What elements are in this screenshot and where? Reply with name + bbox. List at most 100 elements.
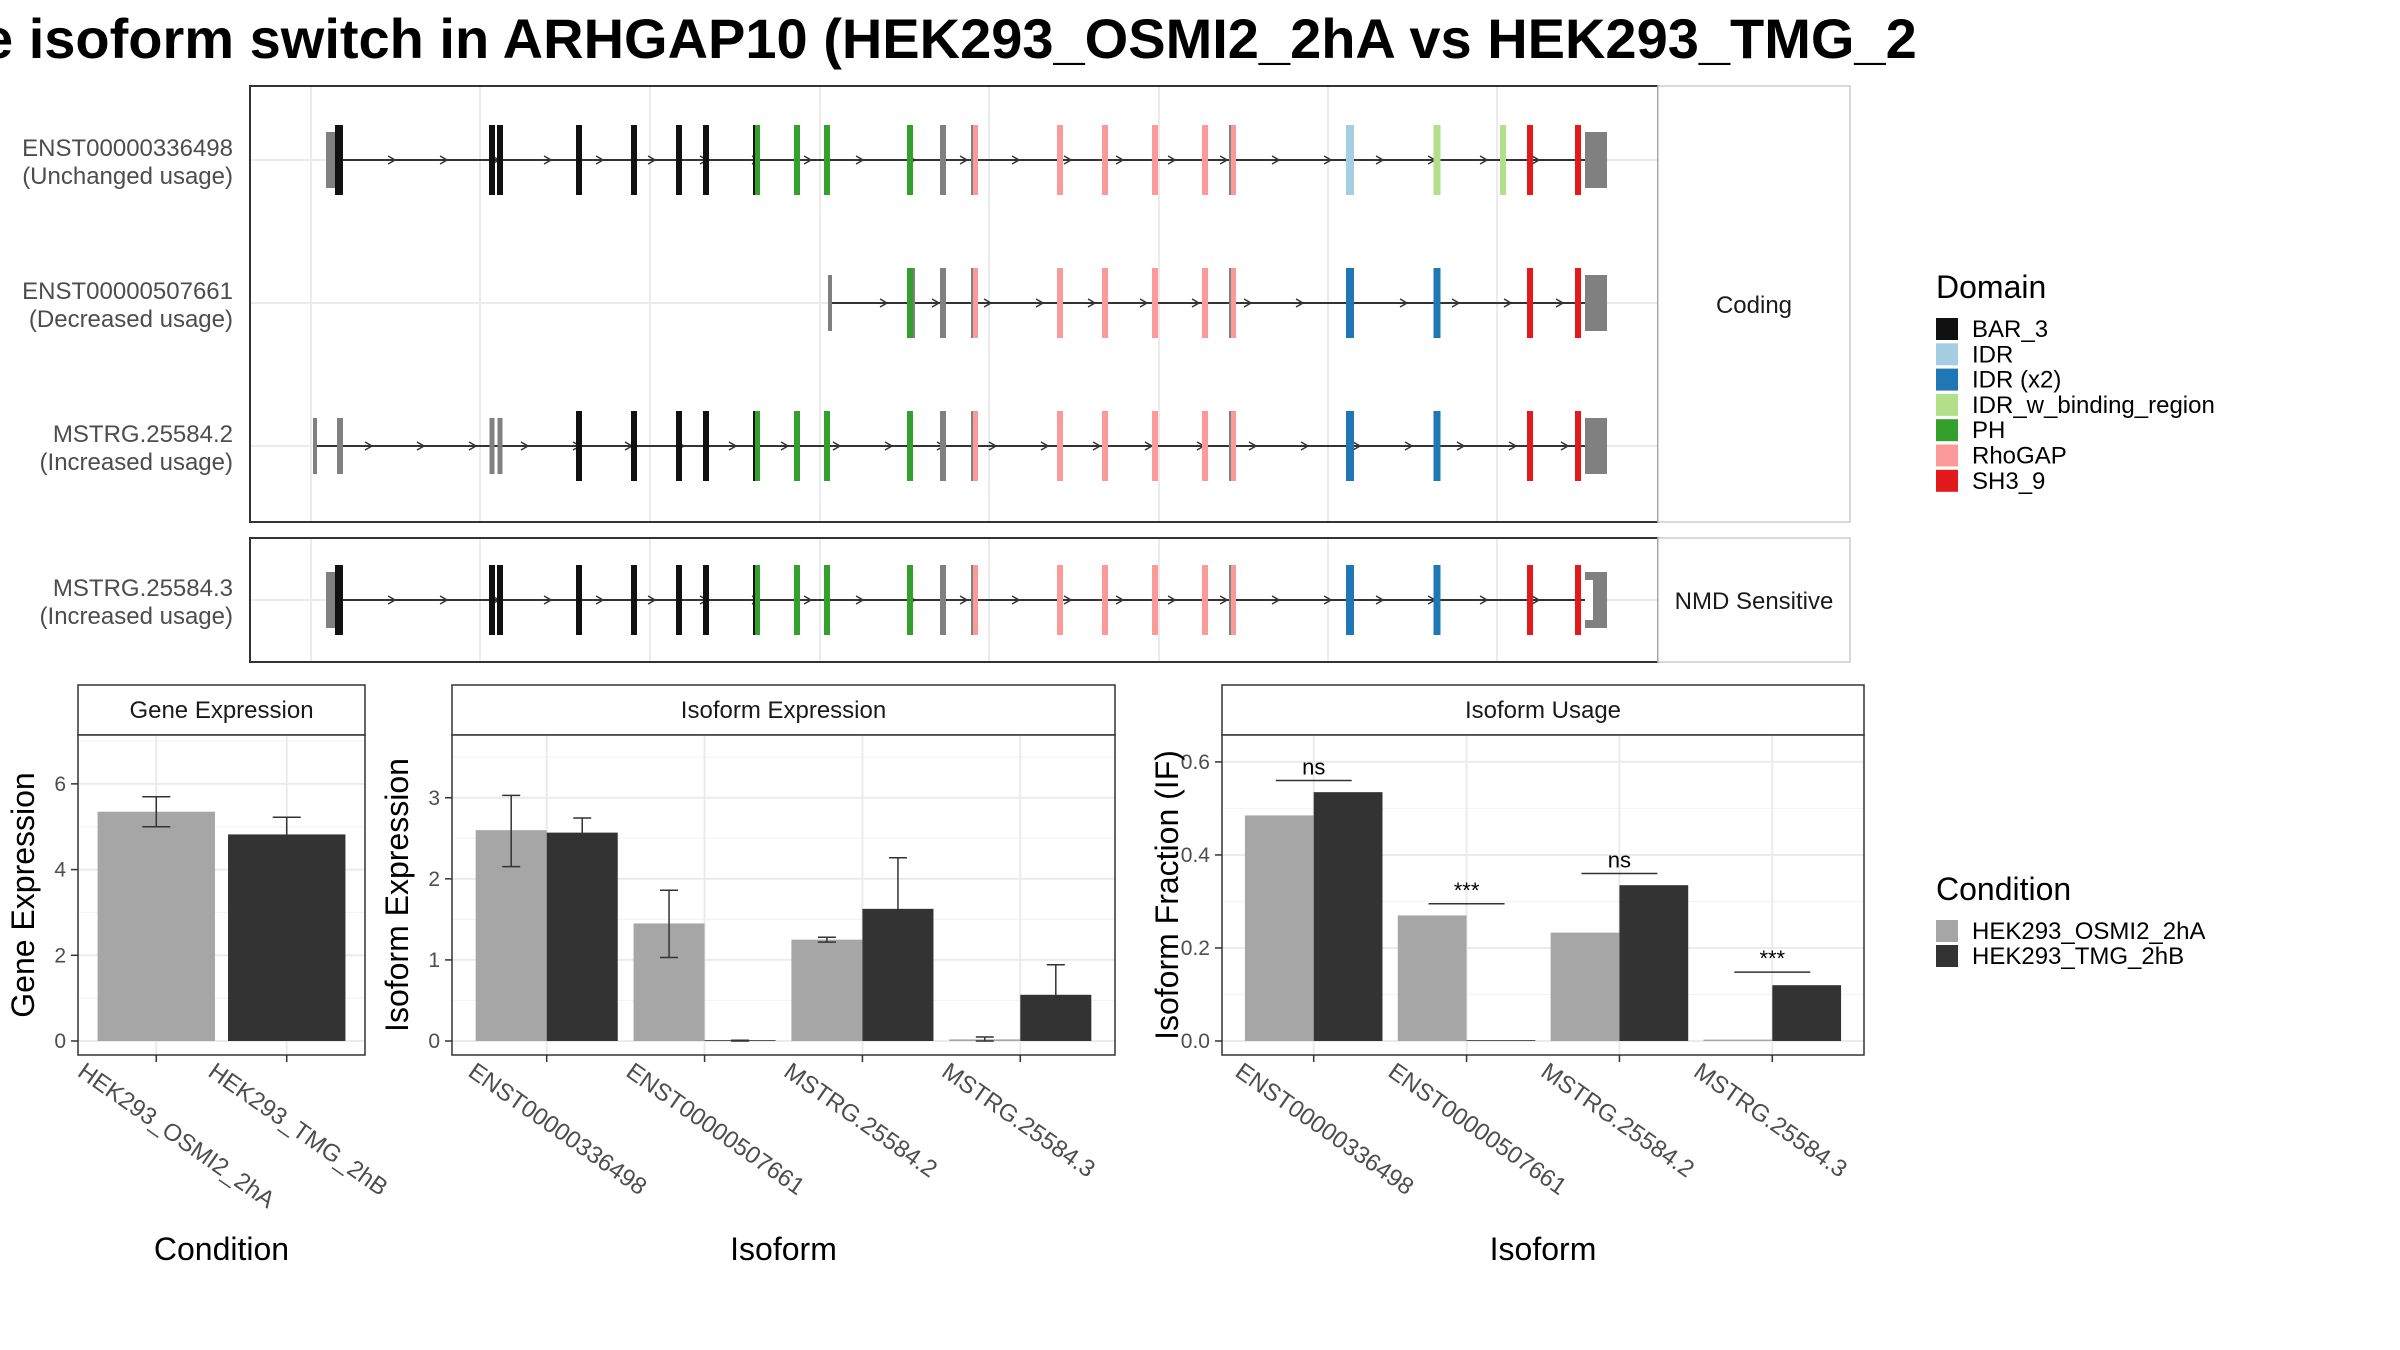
facet-strip-label: NMD Sensitive [1675,588,1834,615]
exon [1057,411,1063,481]
legend-key-1 [1936,945,1958,967]
utr-block [1585,132,1607,188]
facet-strip [77,684,366,736]
exon [754,565,760,635]
utr-block [1585,275,1607,331]
condition-legend-title: Condition [1936,871,2071,907]
significance-label: *** [1454,878,1480,903]
bar [1550,932,1620,1041]
intron-arrow [1011,595,1021,605]
x-tick-label: MSTRG.25584.2 [779,1058,942,1183]
intron-arrow [855,595,865,605]
exon [489,565,495,635]
legend-label: IDR_w_binding_region [1972,392,2215,419]
exon [337,418,343,474]
x-tick-label: MSTRG.25584.2 [1536,1058,1699,1183]
y-tick-label: 0.0 [1181,1030,1210,1053]
intron-arrow [983,298,993,308]
bar-panel-1: Isoform Expression 0 1 2 3 Isoform Expression… [379,684,1116,1267]
panel-border [77,734,366,1056]
exon [972,125,978,195]
intron-arrow [1219,155,1229,165]
exon [1102,411,1108,481]
intron-arrow [439,155,449,165]
intron-arrow [959,595,969,605]
panel-border [451,734,1116,1056]
exon [972,268,978,338]
exon [1057,565,1063,635]
exon [972,565,978,635]
intron-arrow [1531,595,1541,605]
intron-arrow [1456,441,1466,451]
y-tick-label: 3 [428,787,440,810]
intron-arrow [1560,441,1570,451]
exon [794,125,800,195]
bar-panel-2: Isoform Usagens***ns***0.00.20.40.6Isofo… [1149,684,1865,1267]
transcript-structure-panel: Coding NMD Sensitive ENST00000336498(Uncha… [22,85,1851,663]
exon [1433,411,1441,481]
intron-arrow [988,441,998,451]
exon [907,125,913,195]
exon [1202,125,1208,195]
intron-arrow [855,155,865,165]
legend-key-1 [1936,343,1958,366]
intron-arrow [1092,441,1102,451]
exon [971,125,973,195]
exon [1057,268,1063,338]
transcript-name: ENST00000336498 [22,135,233,162]
y-tick-label: 2 [54,944,66,967]
intron-arrow [387,595,397,605]
intron-arrow [1011,155,1021,165]
intron-arrow [1243,298,1253,308]
exon [753,565,755,635]
y-tick-label: 0.4 [1181,844,1211,867]
intron-arrow [1375,595,1385,605]
intron-arrow [879,298,889,308]
intron-arrow [1271,595,1281,605]
bar [1244,815,1314,1041]
exon [1057,125,1063,195]
intron-arrow [1508,441,1518,451]
intron-arrow [1139,298,1149,308]
y-axis-title: Gene Expression [5,772,41,1017]
transcript-usage: (Decreased usage) [29,306,233,333]
exon [753,411,755,481]
exon [753,125,755,195]
bar [1466,1040,1536,1041]
legend-label: IDR (x2) [1972,367,2061,394]
intron-arrow [1167,595,1177,605]
intron-arrow [832,441,842,451]
bar [228,834,346,1041]
utr-block [1585,418,1607,474]
legend-key-4 [1936,419,1958,442]
intron-arrow [1503,298,1513,308]
intron-arrow [1323,155,1333,165]
exon [1102,268,1108,338]
exon [1346,565,1354,635]
legend-label: IDR [1972,341,2013,368]
transcript-usage: (Increased usage) [40,449,233,476]
bar [791,939,863,1041]
exon [1152,268,1158,338]
intron-arrow [1167,155,1177,165]
intron-arrow [595,595,605,605]
y-axis-title: Isoform Expression [379,758,415,1032]
exon [907,411,913,481]
intron-arrow [1399,298,1409,308]
panel-border [1221,734,1865,1056]
exon [971,268,973,338]
exon [703,125,709,195]
y-tick-label: 4 [54,859,66,882]
transcript-name: MSTRG.25584.3 [53,575,233,602]
intron-arrow [647,155,657,165]
legend-key-3 [1936,393,1958,416]
exon [1575,565,1581,635]
exon [1230,411,1236,481]
exon [1202,268,1208,338]
exon [489,125,495,195]
bar [97,811,215,1041]
exon [971,411,973,481]
bar [1772,985,1842,1041]
